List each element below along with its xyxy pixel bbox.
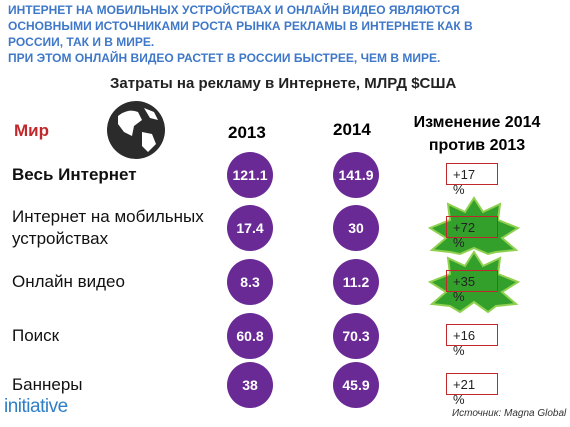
value-2013: 60.8 xyxy=(227,313,273,359)
value-2014: 70.3 xyxy=(333,313,379,359)
row-label: Весь Интернет xyxy=(12,165,137,184)
value-2013: 121.1 xyxy=(227,152,273,198)
header-line: ИНТЕРНЕТ НА МОБИЛЬНЫХ УСТРОЙСТВАХ И ОНЛА… xyxy=(8,3,460,17)
value-2013: 17.4 xyxy=(227,205,273,251)
row-label: Поиск xyxy=(12,326,60,345)
value-2014: 11.2 xyxy=(333,259,379,305)
row-label: Интернет на мобильных устройствах xyxy=(12,207,204,248)
value-2013: 8.3 xyxy=(227,259,273,305)
value-2014: 45.9 xyxy=(333,362,379,408)
column-header: 2013 xyxy=(228,123,266,142)
change-box: +16 % xyxy=(446,324,498,358)
change-box: +35 % xyxy=(446,270,498,304)
row-label: Баннеры xyxy=(12,375,83,394)
value-2014: 141.9 xyxy=(333,152,379,198)
source: Источник: Magna Global xyxy=(452,408,567,419)
column-header: Мир xyxy=(14,121,49,140)
change-box: +21 % xyxy=(446,373,498,407)
title: Затраты на рекламу в Интернете, МЛРД $СШ… xyxy=(110,75,457,92)
logo: initiative xyxy=(4,396,68,417)
column-header: 2014 xyxy=(333,120,371,139)
header-line: РОССИИ, ТАК И В МИРЕ. xyxy=(8,35,155,49)
change-box: +17 % xyxy=(446,163,498,197)
row-label: Онлайн видео xyxy=(12,272,125,291)
globe-icon xyxy=(107,101,165,159)
header-line: ПРИ ЭТОМ ОНЛАЙН ВИДЕО РАСТЕТ В РОССИИ БЫ… xyxy=(8,51,441,65)
column-header: Изменение 2014 против 2013 xyxy=(413,114,541,154)
highlight-stars xyxy=(428,196,520,314)
value-2013: 38 xyxy=(227,362,273,408)
header-line: ОСНОВНЫМИ ИСТОЧНИКАМИ РОСТА РЫНКА РЕКЛАМ… xyxy=(8,19,473,33)
value-2014: 30 xyxy=(333,205,379,251)
change-box: +72 % xyxy=(446,216,498,250)
